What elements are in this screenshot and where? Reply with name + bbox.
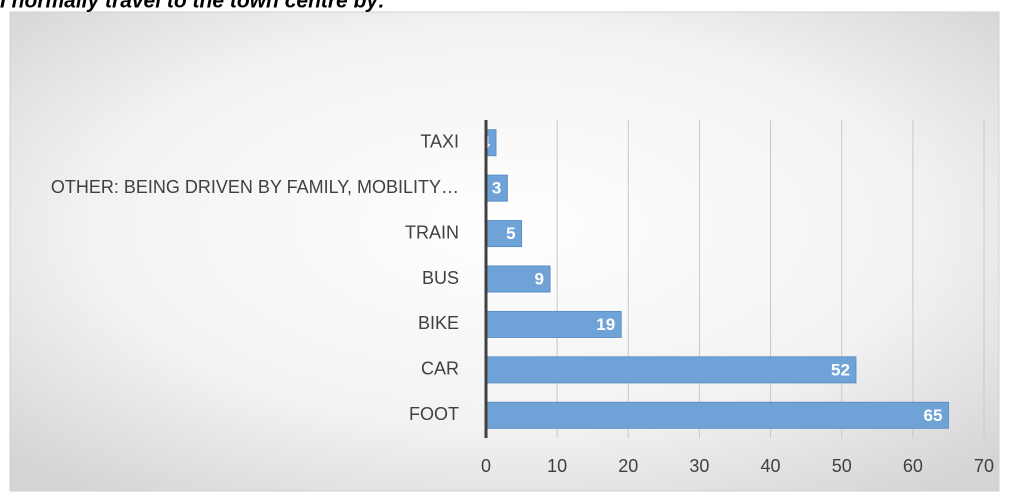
x-tick-label: 30 (689, 456, 709, 476)
bar (485, 220, 523, 248)
data-label: 3 (492, 179, 501, 198)
x-tick-label: 70 (974, 456, 994, 476)
bar (485, 356, 857, 384)
data-label: 9 (535, 269, 544, 288)
y-tick-label: BIKE (418, 313, 459, 333)
y-tick-label: BUS (422, 268, 459, 288)
x-tick-label: 10 (547, 456, 567, 476)
data-label: 5 (506, 224, 515, 243)
bar (485, 401, 949, 429)
y-tick-label: TAXI (420, 131, 459, 151)
x-tick-label: 50 (832, 456, 852, 476)
x-tick-label: 40 (761, 456, 781, 476)
data-label: 52 (831, 360, 850, 379)
x-tick-label: 0 (481, 456, 491, 476)
chart-title: I normally travel to the town centre by: (0, 0, 385, 13)
y-tick-label: CAR (421, 359, 459, 379)
y-tick-label: TRAIN (405, 222, 459, 242)
y-tick-label: OTHER: BEING DRIVEN BY FAMILY, MOBILITY… (51, 177, 459, 197)
data-label: 19 (596, 315, 615, 334)
data-label: 1.4 (466, 133, 490, 152)
bar (485, 310, 622, 338)
y-tick-label: FOOT (409, 404, 459, 424)
data-label: 65 (924, 406, 943, 425)
x-tick-label: 20 (618, 456, 638, 476)
bar (485, 265, 551, 293)
x-tick-label: 60 (903, 456, 923, 476)
